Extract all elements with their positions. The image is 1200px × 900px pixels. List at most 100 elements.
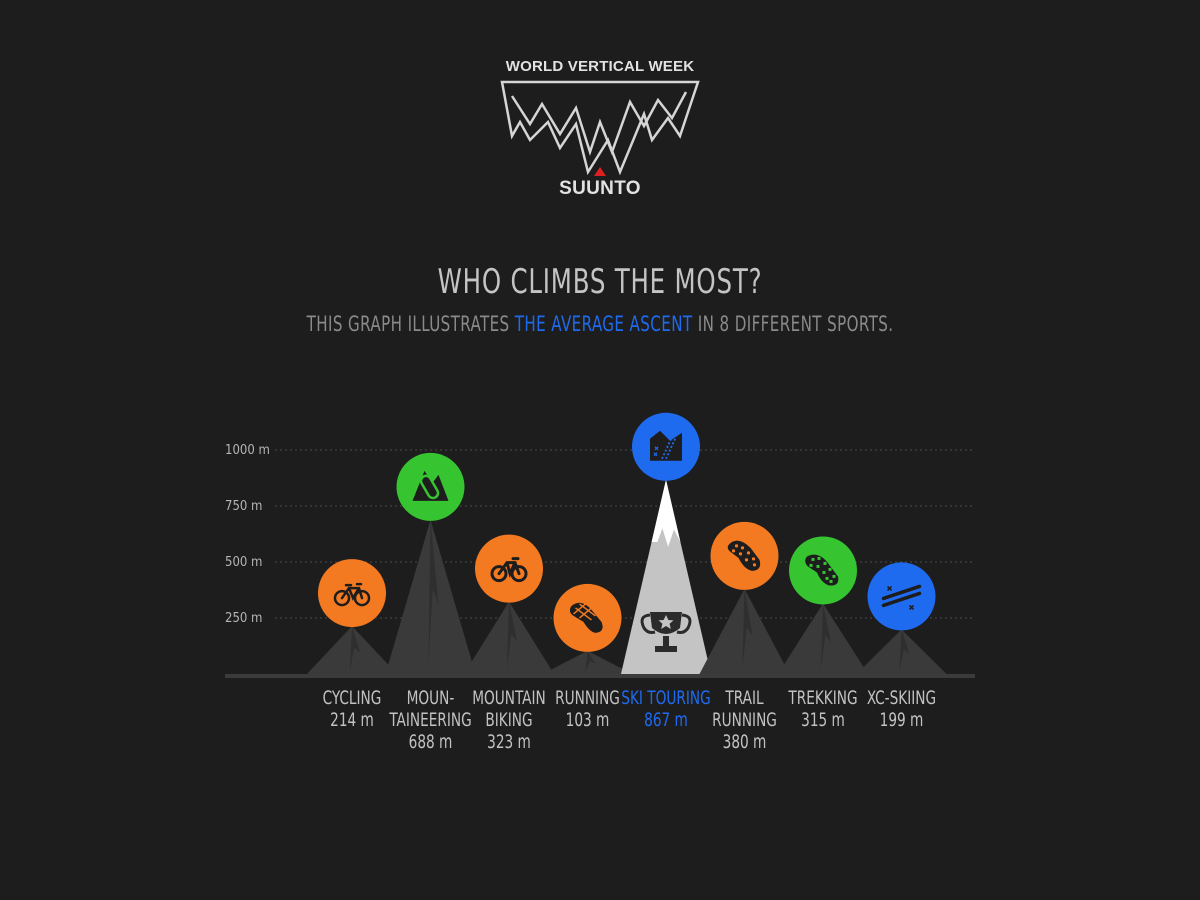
trophy-handle-right (676, 613, 692, 634)
category-label: TRAIL (725, 687, 764, 709)
category-label: MOUNTAIN (472, 687, 546, 709)
tread-block (822, 570, 826, 574)
tread-dot (734, 544, 739, 548)
icon-badge (867, 562, 936, 631)
category-label: RUNNING (555, 687, 620, 709)
running-shoe-icon (569, 602, 603, 633)
value-label: 380 m (723, 731, 767, 753)
tread-dot (746, 551, 751, 555)
carabiner-icon (412, 470, 449, 501)
mountain-peak (307, 626, 397, 674)
value-label: 323 m (487, 731, 531, 753)
value-label: 688 m (409, 731, 453, 753)
wheel (353, 589, 371, 607)
badge-carabiner-icon (396, 452, 465, 521)
y-tick-label-500: 500 m (225, 555, 262, 570)
snow-marks (886, 585, 915, 610)
tread-dot (731, 549, 736, 553)
badge-xc-ski-icon (867, 562, 936, 631)
tread-dot (738, 552, 743, 556)
y-tick-label-750: 750 m (225, 499, 262, 514)
category-label: BIKING (485, 709, 532, 731)
frame (497, 557, 521, 579)
mountain-shade (742, 588, 753, 670)
tread-block (823, 561, 827, 565)
category-label: TREKKING (788, 687, 858, 709)
frame (340, 582, 364, 601)
tread-block (828, 567, 832, 571)
value-label: 867 m (644, 709, 688, 731)
tread-dot (744, 558, 749, 562)
mountain-peak (778, 603, 868, 674)
tree-marks (653, 446, 659, 457)
mountain-peak (464, 601, 554, 674)
badge-boot-sole-icon (789, 536, 857, 605)
mountain-peak (542, 650, 633, 674)
mountain-shade (820, 603, 832, 671)
ski-touring-icon (650, 430, 682, 461)
trophy-star (658, 615, 674, 629)
trophy-stem (663, 636, 669, 646)
value-label: 199 m (880, 709, 924, 731)
badge-trail-shoe-icon (710, 521, 779, 590)
value-label: 103 m (566, 709, 610, 731)
badge-running-shoe-icon (553, 583, 622, 652)
mountain-shade (899, 629, 910, 672)
tread-dot (751, 557, 756, 561)
xc-ski-icon (881, 584, 922, 610)
value-label: 214 m (330, 709, 374, 731)
mountain-bike-icon (490, 557, 528, 583)
category-label: RUNNING (712, 709, 777, 731)
boot-sole-icon (805, 554, 839, 586)
category-label: MOUN- (407, 687, 455, 709)
mountain-shade (349, 626, 361, 672)
value-label: 315 m (801, 709, 845, 731)
category-label: TAINEERING (388, 709, 471, 731)
mountain-peak (699, 588, 790, 674)
wheel (490, 565, 508, 583)
mountain-1 (307, 626, 397, 674)
carabiner (419, 474, 440, 500)
mountain-peak (856, 629, 947, 674)
mountain-shade (506, 601, 518, 671)
trophy-icon (640, 612, 692, 652)
tread-block (832, 574, 836, 578)
trail-shoe-icon (727, 540, 761, 571)
wvw-logo-icon (500, 80, 700, 176)
mountain-shade (428, 519, 439, 667)
trophy-handle-left (640, 613, 656, 634)
boot-sole (805, 554, 839, 586)
logo-brand: SUUNTO (559, 178, 641, 199)
category-label: CYCLING (323, 687, 382, 709)
ski-tracks (661, 436, 677, 460)
shoe-laces (573, 603, 596, 621)
mountain-4 (542, 650, 633, 674)
trophy-base (655, 646, 677, 652)
tread-block (829, 579, 833, 583)
chart-title: WHO CLIMBS THE MOST? (437, 262, 763, 302)
skis (881, 584, 922, 608)
category-label: SKI TOURING (621, 687, 710, 709)
tread-block (809, 563, 813, 567)
badge-bicycle-icon (318, 559, 386, 628)
chart-baseline (225, 674, 975, 678)
mountain-8 (856, 629, 947, 674)
tread-block (811, 557, 815, 561)
tread-block (825, 576, 829, 580)
badge-mountain-bike-icon (475, 534, 543, 603)
logo-title: WORLD VERTICAL WEEK (505, 58, 695, 75)
badge-ski-touring-icon (632, 412, 700, 481)
wheel (333, 589, 351, 607)
category-label: XC-SKIING (867, 687, 936, 709)
world-vertical-week-logo: WORLD VERTICAL WEEK SUUNTO (480, 50, 720, 210)
mountain-shade (585, 650, 596, 673)
y-tick-label-1000: 1000 m (225, 443, 270, 458)
tread-dot (740, 546, 745, 550)
mountain-shape (650, 430, 682, 461)
mountain-7 (778, 603, 868, 674)
y-tick-label-250: 250 m (225, 611, 262, 626)
mountain-3 (464, 601, 554, 674)
tread-dot (752, 563, 757, 567)
shoe (727, 540, 761, 571)
tread-block (817, 556, 821, 560)
